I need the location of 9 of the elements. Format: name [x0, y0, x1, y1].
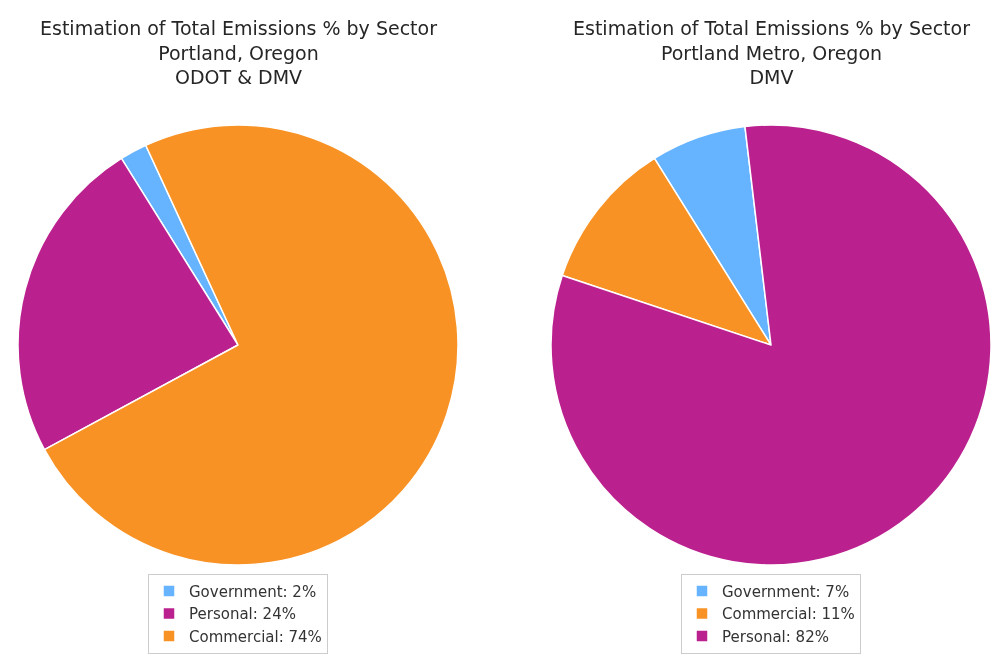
legend-label: Personal: 24% [189, 605, 296, 624]
chart-title: Estimation of Total Emissions % by Sector Portland Metro, Oregon DMV [573, 17, 971, 89]
legend-label: Government: 2% [189, 582, 317, 601]
legend-label: Commercial: 11% [722, 605, 855, 624]
legend-label: Government: 7% [722, 582, 850, 601]
legend-label: Personal: 82% [722, 627, 829, 646]
chart-title: Estimation of Total Emissions % by Sector Portland, Oregon ODOT & DMV [40, 17, 438, 89]
pie-slice [550, 124, 992, 566]
legend-label: Commercial: 74% [189, 627, 322, 646]
